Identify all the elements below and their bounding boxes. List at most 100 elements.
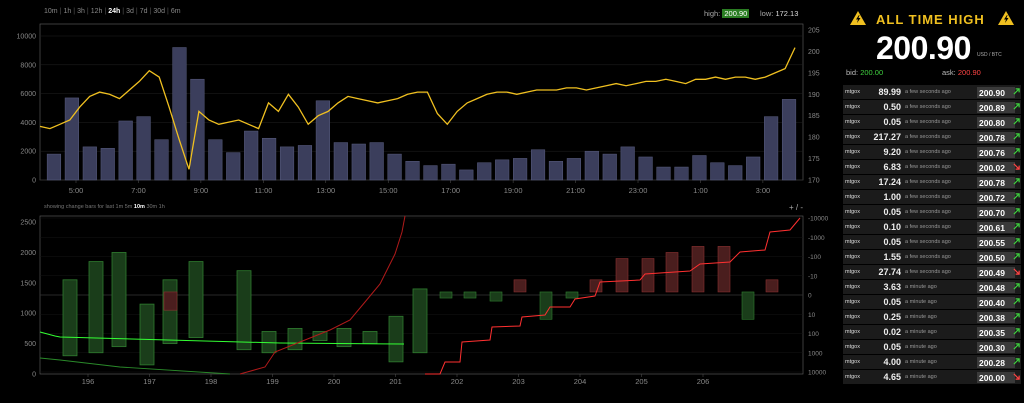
volume-bar	[746, 156, 761, 181]
trade-exchange: mtgox	[845, 119, 860, 125]
trade-price-cell: 200.35	[977, 327, 1015, 338]
trade-time: a few seconds ago	[905, 239, 951, 245]
y-left-tick: 0	[32, 372, 36, 379]
range-30d[interactable]: 30d	[153, 8, 166, 15]
volume-bar	[566, 158, 581, 181]
bid-value: 200.00	[860, 68, 884, 77]
range-24h[interactable]: 24h	[108, 8, 121, 15]
x-tick: 3:00	[756, 186, 771, 195]
trade-price: 200.78	[979, 177, 1005, 188]
range-3h[interactable]: 3h	[77, 8, 85, 15]
y-left-tick: 1500	[20, 280, 36, 287]
y-right-tick: 185	[808, 113, 820, 120]
trade-time: a minute ago	[905, 344, 937, 350]
trade-time: a few seconds ago	[905, 224, 951, 230]
trade-time: a few seconds ago	[905, 89, 951, 95]
trade-amount: 4.65	[883, 372, 901, 382]
y-right-tick: 10000	[808, 370, 826, 377]
y-left-tick: 0	[32, 178, 36, 185]
arrow-up-right-icon	[1013, 223, 1020, 230]
depth-change-chart[interactable]: 05001000150020002500-10000-1000-100-1001…	[0, 202, 840, 402]
range-separator: |	[135, 8, 138, 15]
trade-price-cell: 200.38	[977, 312, 1015, 323]
x-tick: 23:00	[629, 186, 648, 195]
range-6m[interactable]: 6m	[170, 8, 181, 15]
trade-price-cell: 200.70	[977, 207, 1015, 218]
trade-exchange: mtgox	[845, 299, 860, 305]
range-separator: |	[104, 8, 107, 15]
x-tick: 197	[143, 377, 156, 386]
x-tick: 204	[574, 377, 587, 386]
trade-row: mtgox 0.10 a few seconds ago 200.61	[843, 220, 1021, 235]
change-bars-label: showing change bars for last	[44, 204, 115, 210]
x-tick: 202	[451, 377, 464, 386]
trade-exchange: mtgox	[845, 239, 860, 245]
trade-exchange: mtgox	[845, 179, 860, 185]
trade-amount: 0.02	[883, 327, 901, 337]
range-7d[interactable]: 7d	[139, 8, 148, 15]
arrow-up-right-icon	[1013, 178, 1020, 185]
trade-amount: 17.24	[878, 177, 901, 187]
trade-amount: 1.00	[883, 192, 901, 202]
price-volume-chart[interactable]: 0 2000 4000 6000 8000 10000 170 175 180 185 190 195…	[0, 18, 840, 200]
arrow-up-right-icon	[1013, 253, 1020, 260]
volume-bar	[728, 165, 743, 181]
low-readout: low: 172.13	[760, 9, 798, 18]
volume-bar	[100, 148, 115, 181]
trade-time: a few seconds ago	[905, 164, 951, 170]
trade-amount: 1.55	[883, 252, 901, 262]
volume-bar	[405, 161, 420, 181]
trade-row: mtgox 9.20 a few seconds ago 200.76	[843, 145, 1021, 160]
volume-bar	[64, 97, 79, 181]
x-tick: 17:00	[441, 186, 460, 195]
arrow-up-right-icon	[1013, 133, 1020, 140]
change-range-1m[interactable]: 1m	[115, 204, 125, 210]
x-tick: 196	[82, 377, 95, 386]
trade-amount: 89.99	[878, 87, 901, 97]
buy-bar	[489, 291, 503, 302]
plus-minus-toggle[interactable]: + / -	[789, 203, 804, 212]
arrow-up-right-icon	[1013, 118, 1020, 125]
trade-price-cell: 200.76	[977, 147, 1015, 158]
range-3d[interactable]: 3d	[126, 8, 134, 15]
change-range-5m[interactable]: 5m	[124, 204, 134, 210]
x-tick: 200	[328, 377, 341, 386]
trade-row: mtgox 0.25 a minute ago 200.38	[843, 310, 1021, 325]
x-tick: 205	[635, 377, 648, 386]
x-tick: 9:00	[194, 186, 209, 195]
cumulative-buy-line-2	[39, 357, 231, 375]
trade-price: 200.40	[979, 297, 1005, 308]
trade-exchange: mtgox	[845, 344, 860, 350]
trade-time: a minute ago	[905, 284, 937, 290]
volume-bar	[208, 139, 223, 181]
cumulative-sell-step-line	[425, 217, 801, 375]
volume-bar	[136, 116, 151, 181]
range-12h[interactable]: 12h	[90, 8, 103, 15]
change-bars-selector: showing change bars for last 1m 5m 10m 3…	[44, 204, 165, 210]
trade-price-cell: 200.78	[977, 177, 1015, 188]
x-tick: 19:00	[504, 186, 523, 195]
arrow-up-right-icon	[1013, 343, 1020, 350]
volume-bar	[459, 169, 474, 181]
trade-row: mtgox 1.55 a few seconds ago 200.50	[843, 250, 1021, 265]
x-tick: 198	[205, 377, 218, 386]
buy-bar	[188, 261, 204, 338]
trade-price: 200.61	[979, 222, 1005, 233]
trade-row: mtgox 0.05 a minute ago 200.40	[843, 295, 1021, 310]
change-range-1h[interactable]: 1h	[158, 204, 165, 210]
trade-price: 200.28	[979, 357, 1005, 368]
trade-exchange: mtgox	[845, 314, 860, 320]
trade-row: mtgox 1.00 a few seconds ago 200.72	[843, 190, 1021, 205]
range-1h[interactable]: 1h	[63, 8, 72, 15]
arrow-up-right-icon	[1013, 313, 1020, 320]
buy-bar	[412, 288, 428, 354]
change-range-30m[interactable]: 30m	[146, 204, 159, 210]
ask-value: 200.90	[957, 68, 981, 77]
volume-bar	[279, 146, 295, 181]
trade-row: mtgox 3.63 a minute ago 200.48	[843, 280, 1021, 295]
range-10m[interactable]: 10m	[44, 8, 58, 15]
warning-icon	[998, 11, 1014, 25]
change-range-10m[interactable]: 10m	[133, 204, 147, 210]
trade-time: a minute ago	[905, 374, 937, 380]
volume-bar	[333, 142, 348, 181]
